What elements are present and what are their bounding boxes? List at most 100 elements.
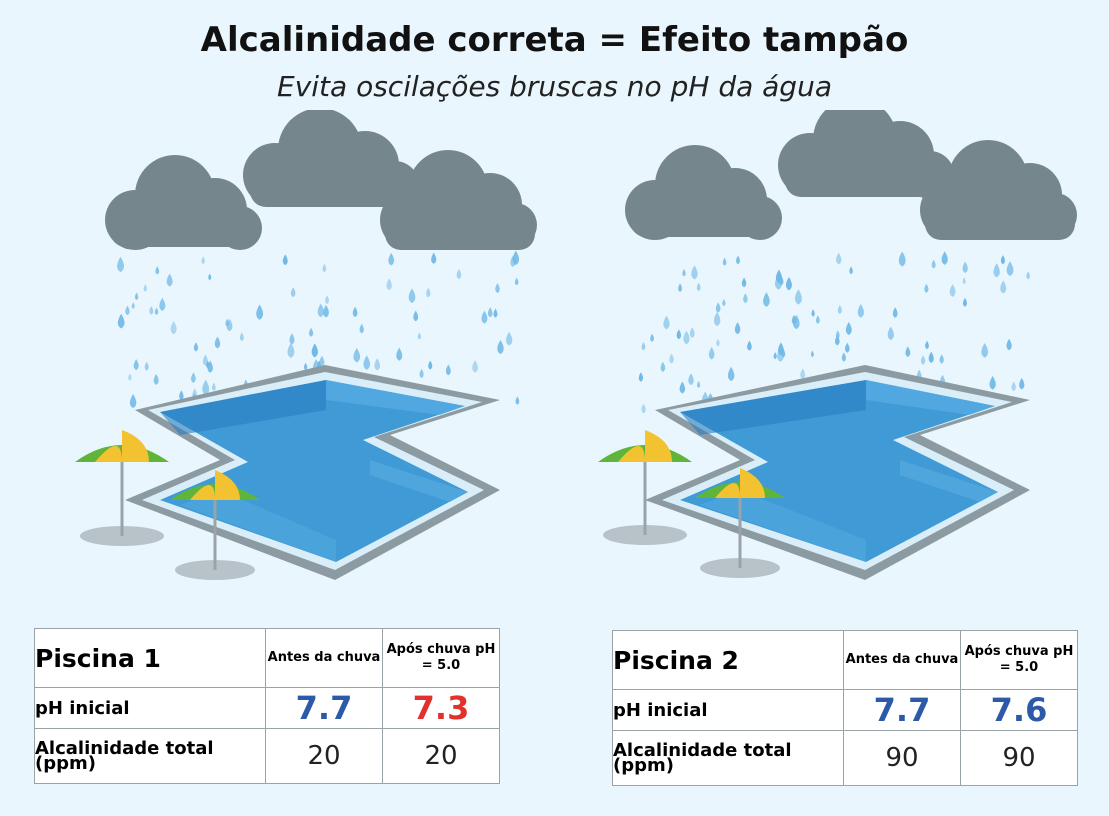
rain-drop-icon xyxy=(481,310,488,324)
row-label-ph: pH inicial xyxy=(34,687,266,729)
rain-drop-icon xyxy=(309,327,314,337)
rain-drop-icon xyxy=(179,390,184,401)
rain-drop-icon xyxy=(303,362,308,371)
rain-drop-icon xyxy=(811,309,815,317)
rain-drop-icon xyxy=(683,330,690,345)
rain-drop-icon xyxy=(290,287,296,298)
rain-drop-icon xyxy=(837,304,842,315)
rain-drop-icon xyxy=(887,326,894,341)
umbrella-icon xyxy=(598,430,692,545)
rain-drop-icon xyxy=(697,380,701,388)
rain-drop-icon xyxy=(419,368,424,378)
rain-drop-icon xyxy=(763,292,770,307)
rain-drop-icon xyxy=(892,307,898,318)
row-label-alkalinity: Alcalinidade total (ppm) xyxy=(612,730,844,786)
rain-drop-icon xyxy=(359,323,364,334)
rain-drop-icon xyxy=(962,297,967,307)
rain-drop-icon xyxy=(445,364,451,376)
rain-drop-icon xyxy=(505,331,513,346)
rain-drop-icon xyxy=(773,352,777,360)
rain-drop-icon xyxy=(413,310,419,322)
rain-drop-icon xyxy=(638,372,644,382)
pool-name: Piscina 2 xyxy=(612,630,844,690)
rain-drop-icon xyxy=(386,278,392,291)
ph-before-value: 7.7 xyxy=(843,689,961,731)
rain-drop-icon xyxy=(129,394,137,409)
rain-drop-icon xyxy=(201,256,205,265)
alkalinity-before-value: 20 xyxy=(265,728,383,784)
rain-drop-icon xyxy=(688,373,694,386)
rain-drop-icon xyxy=(928,351,934,364)
rain-drop-icon xyxy=(374,358,381,371)
rain-drop-icon xyxy=(388,252,395,266)
cloud-icon xyxy=(778,110,954,199)
rain-drop-icon xyxy=(128,373,132,381)
rain-drop-icon xyxy=(133,359,139,370)
column-header-after-rain: Após chuva pH = 5.0 xyxy=(960,630,1078,690)
rain-drop-icon xyxy=(426,287,431,298)
rain-drop-icon xyxy=(353,347,361,363)
rain-drop-icon xyxy=(214,336,221,349)
rain-drop-icon xyxy=(727,366,735,382)
rain-drop-icon xyxy=(696,282,701,291)
rain-drop-icon xyxy=(155,266,160,275)
rain-drop-icon xyxy=(1011,381,1016,392)
rain-drop-icon xyxy=(925,340,929,350)
rain-drop-icon xyxy=(207,360,213,373)
rain-drop-icon xyxy=(472,360,478,373)
ph-after-value: 7.3 xyxy=(382,687,500,729)
page-title: Alcalinidade correta = Efeito tampão xyxy=(200,20,909,60)
column-header-before-rain: Antes da chuva xyxy=(843,630,961,690)
rainy-pool-illustration-1 xyxy=(75,110,537,580)
rain-drop-icon xyxy=(497,340,504,355)
rain-drop-icon xyxy=(352,306,358,318)
cloud-icon xyxy=(625,145,782,240)
rain-drop-icon xyxy=(166,273,173,287)
rain-drop-icon xyxy=(125,305,130,316)
rain-drop-icon xyxy=(715,302,721,313)
rainy-pool-illustration-2 xyxy=(598,110,1077,580)
rain-drop-icon xyxy=(962,261,968,273)
rain-drop-icon xyxy=(679,381,686,394)
alkalinity-after-value: 90 xyxy=(960,730,1078,786)
rain-drop-icon xyxy=(417,332,422,340)
cloud-icon xyxy=(380,150,537,250)
rain-drop-icon xyxy=(743,293,748,304)
rain-drop-icon xyxy=(131,302,135,309)
rain-drop-icon xyxy=(857,304,864,318)
rain-drop-icon xyxy=(716,338,720,347)
rain-drop-icon xyxy=(722,298,726,307)
rain-drop-icon xyxy=(794,289,802,305)
rain-drop-icon xyxy=(154,307,159,315)
rain-drop-icon xyxy=(734,322,741,335)
rain-drop-icon xyxy=(898,251,906,267)
rain-drop-icon xyxy=(143,284,147,292)
rain-drop-icon xyxy=(1000,255,1005,265)
rain-drop-icon xyxy=(660,361,666,372)
alkalinity-after-value: 20 xyxy=(382,728,500,784)
rain-drop-icon xyxy=(239,332,244,342)
rain-drop-icon xyxy=(713,311,721,327)
rain-drop-icon xyxy=(428,360,433,370)
rain-drop-icon xyxy=(287,342,295,358)
umbrella-icon xyxy=(695,468,785,578)
rain-drop-icon xyxy=(691,265,698,280)
rain-drop-icon xyxy=(836,252,842,265)
rain-drop-icon xyxy=(117,256,125,273)
rain-drop-icon xyxy=(939,354,944,364)
rain-drop-icon xyxy=(989,375,996,390)
rain-drop-icon xyxy=(993,263,1000,278)
ph-after-value: 7.6 xyxy=(960,689,1078,731)
cloud-icon xyxy=(243,110,419,209)
rain-drop-icon xyxy=(1026,271,1030,280)
rain-drop-icon xyxy=(981,342,989,358)
rain-drop-icon xyxy=(408,288,416,304)
rain-drop-icon xyxy=(282,254,288,266)
rain-drop-icon xyxy=(191,372,196,383)
rain-drop-icon xyxy=(510,255,516,268)
cloud-icon xyxy=(105,155,262,250)
rain-drop-icon xyxy=(431,252,437,264)
rain-drop-icon xyxy=(515,396,520,405)
rain-drop-icon xyxy=(841,352,846,362)
rain-drop-icon xyxy=(289,333,295,345)
